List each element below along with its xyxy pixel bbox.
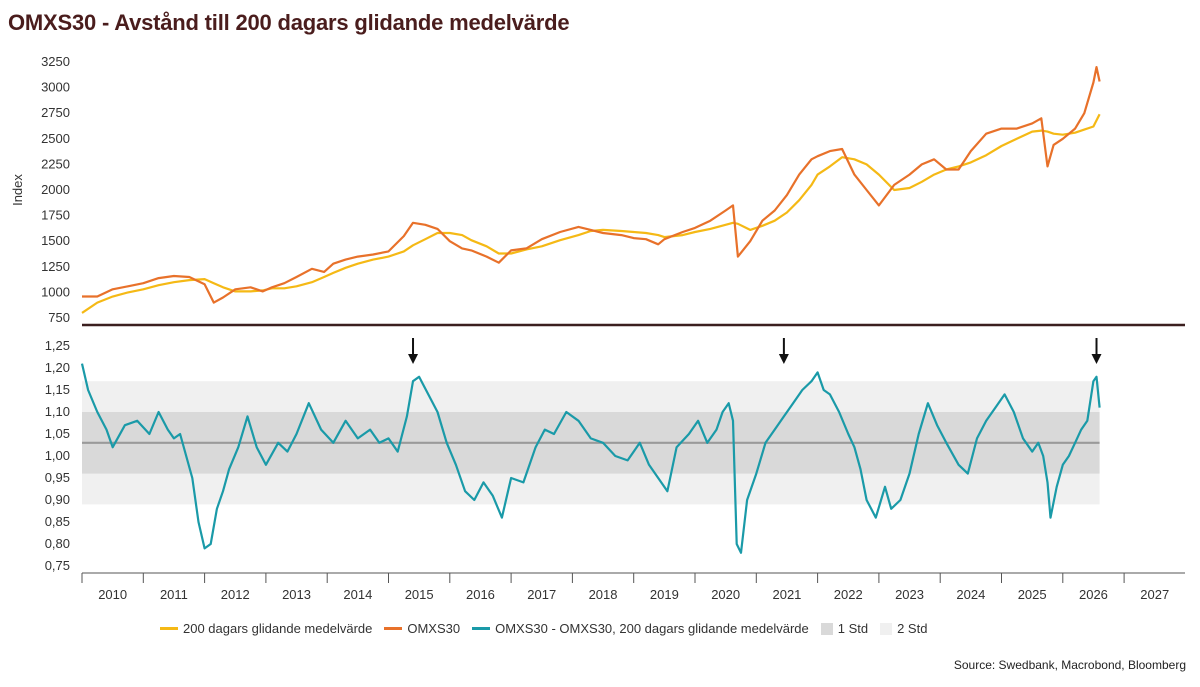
ma200-series-line <box>81 113 1101 314</box>
upper-y-tick-label: 2000 <box>41 182 70 197</box>
legend-label-omxs30: OMXS30 <box>407 621 461 636</box>
x-tick-label: 2015 <box>405 587 434 602</box>
x-tick-label: 2014 <box>343 587 372 602</box>
x-tick-label: 2024 <box>956 587 985 602</box>
upper-y-axis-label: Index <box>10 174 25 206</box>
upper-y-tick-label: 750 <box>48 310 70 325</box>
lower-y-tick-label: 0,80 <box>45 536 70 551</box>
peak-arrow <box>1091 338 1102 364</box>
x-tick-label: 2013 <box>282 587 311 602</box>
legend-label-std1: 1 Std <box>837 621 869 636</box>
legend-item-omxs30: OMXS30 <box>384 621 460 636</box>
lower-y-tick-label: 0,75 <box>45 558 70 573</box>
x-tick-label: 2022 <box>834 587 863 602</box>
x-tick-label: 2018 <box>589 587 618 602</box>
lower-y-tick-label: 1,20 <box>45 360 70 375</box>
peak-arrow <box>408 338 419 364</box>
legend-item-std1: 1 Std <box>820 621 869 636</box>
legend-item-ma200: 200 dagars glidande medelvärde <box>160 621 372 636</box>
x-tick-label: 2011 <box>160 587 188 602</box>
legend-swatch-omxs30 <box>384 627 403 630</box>
upper-y-tick-label: 2750 <box>41 105 70 120</box>
upper-y-tick-label: 1500 <box>41 233 70 248</box>
x-tick-label: 2012 <box>221 587 250 602</box>
legend-label-ratio: OMXS30 - OMXS30, 200 dagars glidande med… <box>495 621 809 636</box>
peak-arrow <box>778 338 789 364</box>
x-tick-label: 2027 <box>1140 587 1169 602</box>
upper-y-tick-label: 3250 <box>41 54 70 69</box>
omxs30-series-line <box>82 65 1101 304</box>
lower-y-tick-label: 1,10 <box>45 404 70 419</box>
upper-y-tick-label: 2500 <box>41 131 70 146</box>
x-tick-label: 2021 <box>772 587 801 602</box>
lower-y-tick-label: 0,95 <box>45 470 70 485</box>
legend-swatch-std2 <box>880 622 893 635</box>
lower-panel: 0,75 0,80 0,85 0,90 0,95 1,00 1,05 1,10 1,15 1,20… <box>45 338 1102 573</box>
x-tick-label: 2023 <box>895 587 924 602</box>
upper-panel: 750 1000 1250 1500 1750 2000 2250 2500 2750 3000 3… <box>41 54 1101 325</box>
chart-title: OMXS30 - Avstånd till 200 dagars glidand… <box>8 10 570 35</box>
lower-y-tick-label: 1,05 <box>45 426 70 441</box>
lower-y-tick-label: 0,90 <box>45 492 70 507</box>
x-tick-label: 2020 <box>711 587 740 602</box>
x-tick-label: 2026 <box>1079 587 1108 602</box>
legend-label-std2: 2 Std <box>897 621 928 636</box>
legend-label-ma200: 200 dagars glidande medelvärde <box>183 621 373 636</box>
x-tick-label: 2016 <box>466 587 495 602</box>
lower-y-tick-label: 1,00 <box>45 448 70 463</box>
ratio-series-line <box>80 363 1101 554</box>
upper-y-tick-label: 1750 <box>41 208 70 223</box>
x-tick-label: 2017 <box>527 587 556 602</box>
upper-y-tick-label: 1000 <box>41 284 70 299</box>
legend-swatch-ratio <box>472 627 491 630</box>
lower-y-tick-label: 1,15 <box>45 382 70 397</box>
lower-y-tick-label: 0,85 <box>45 514 70 529</box>
x-tick-label: 2010 <box>98 587 127 602</box>
legend: 200 dagars glidande medelvärde OMXS30 OM… <box>160 621 927 636</box>
upper-y-tick-label: 3000 <box>41 80 70 95</box>
source-note: Source: Swedbank, Macrobond, Bloomberg <box>953 658 1186 672</box>
x-tick-label: 2019 <box>650 587 679 602</box>
legend-swatch-ma200 <box>160 627 178 630</box>
legend-item-std2: 2 Std <box>880 621 927 636</box>
legend-swatch-std1 <box>820 622 833 635</box>
legend-item-ratio: OMXS30 - OMXS30, 200 dagars glidande med… <box>472 621 809 636</box>
x-axis: 2010 2011 2012 2013 2014 2015 2016 2017 2018 2019… <box>81 572 1185 602</box>
x-tick-label: 2025 <box>1018 587 1047 602</box>
lower-y-tick-label: 1,25 <box>45 338 70 353</box>
upper-y-tick-label: 1250 <box>41 259 70 274</box>
upper-y-tick-label: 2250 <box>41 156 70 171</box>
